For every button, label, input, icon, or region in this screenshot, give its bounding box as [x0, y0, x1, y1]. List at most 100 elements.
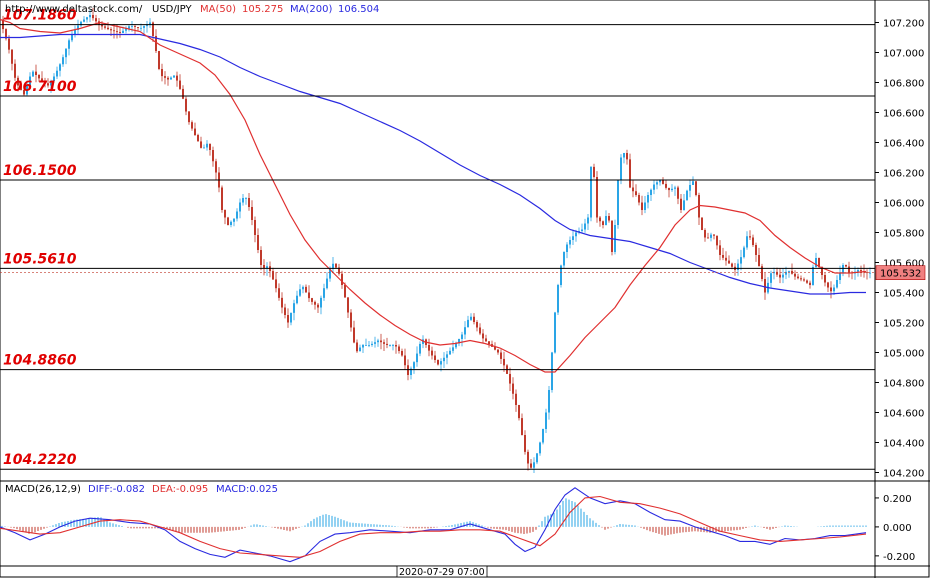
- candle-body: [740, 257, 742, 264]
- candle-body: [266, 266, 268, 269]
- candle-body: [104, 26, 106, 28]
- candle-body: [785, 271, 787, 275]
- candle-body: [161, 69, 163, 77]
- candle-body: [329, 268, 331, 279]
- candle-body: [368, 345, 370, 346]
- candle-body: [542, 429, 544, 443]
- price-tick-label: 105.400: [883, 289, 924, 300]
- candle-body: [545, 412, 547, 429]
- candle-body: [155, 36, 157, 51]
- candle-body: [857, 270, 859, 272]
- candle-body: [818, 258, 820, 267]
- candle-body: [11, 49, 13, 64]
- price-tick-label: 104.400: [883, 439, 924, 450]
- candle-body: [467, 319, 469, 328]
- candle-body: [710, 234, 712, 238]
- candle-body: [341, 273, 343, 285]
- candle-body: [869, 272, 871, 274]
- candle-body: [47, 83, 49, 86]
- candle-body: [758, 255, 760, 267]
- candle-body: [536, 453, 538, 463]
- candle-body: [182, 88, 184, 99]
- candle-body: [635, 191, 637, 195]
- level-label: 105.5610: [3, 251, 77, 267]
- candle-body: [167, 77, 169, 80]
- candle-body: [185, 98, 187, 112]
- candle-body: [713, 234, 715, 236]
- candle-body: [248, 198, 250, 207]
- candle-body: [476, 322, 478, 328]
- candle-body: [392, 345, 394, 346]
- candle-body: [338, 267, 340, 274]
- candle-body: [524, 435, 526, 452]
- candle-body: [443, 357, 445, 362]
- candle-body: [74, 30, 76, 35]
- candle-body: [746, 236, 748, 248]
- source-url[interactable]: http://www.deltastock.com/: [5, 4, 143, 15]
- candle-body: [158, 51, 160, 69]
- candle-body: [287, 315, 289, 323]
- candle-body: [95, 18, 97, 22]
- candle-body: [176, 75, 178, 81]
- candle-body: [179, 80, 181, 89]
- candle-body: [575, 232, 577, 237]
- candle-body: [551, 352, 553, 390]
- candle-body: [113, 30, 115, 32]
- candle-body: [719, 245, 721, 255]
- candle-body: [80, 21, 82, 26]
- candle-body: [815, 258, 817, 267]
- candle-body: [281, 297, 283, 308]
- candle-body: [119, 32, 121, 33]
- price-axis: 107.200 107.000 106.800 106.600 106.400 106.2…: [0, 19, 926, 480]
- candle-body: [215, 161, 217, 173]
- candle-body: [350, 312, 352, 328]
- macd-value-label: MACD:0.025: [216, 484, 278, 495]
- candle-body: [188, 111, 190, 123]
- candle-body: [395, 345, 397, 347]
- candle-body: [323, 288, 325, 298]
- candle-body: [527, 451, 529, 464]
- candle-body: [56, 70, 58, 77]
- candle-body: [326, 278, 328, 289]
- candle-body: [695, 181, 697, 195]
- candle-body: [836, 280, 838, 288]
- candle-body: [302, 286, 304, 290]
- candle-body: [722, 255, 724, 258]
- candle-body: [581, 229, 583, 231]
- candle-body: [866, 272, 868, 274]
- candle-body: [644, 202, 646, 210]
- candle-body: [404, 355, 406, 366]
- candle-body: [242, 198, 244, 203]
- candle-body: [122, 30, 124, 33]
- macd-panel: [0, 487, 867, 563]
- candle-body: [473, 316, 475, 322]
- candle-body: [827, 282, 829, 288]
- candle-body: [335, 263, 337, 268]
- candle-body: [200, 141, 202, 148]
- candle-body: [620, 157, 622, 180]
- candle-body: [554, 312, 556, 353]
- candle-body: [413, 362, 415, 369]
- price-tick-label: 106.200: [883, 169, 924, 180]
- price-tick-label: 106.600: [883, 109, 924, 120]
- candle-body: [14, 63, 16, 78]
- candle-body: [596, 177, 598, 218]
- price-tick-label: 104.800: [883, 379, 924, 390]
- candle-body: [254, 220, 256, 235]
- price-tick-label: 107.000: [883, 49, 924, 60]
- candle-body: [89, 15, 91, 18]
- candle-body: [788, 270, 790, 272]
- candle-body: [440, 361, 442, 365]
- candle-body: [92, 15, 94, 19]
- candle-body: [290, 312, 292, 323]
- ma50-value: 105.275: [242, 4, 283, 15]
- candle-body: [683, 200, 685, 210]
- ma200-value: 106.504: [338, 4, 379, 15]
- price-tick-label: 107.200: [883, 19, 924, 30]
- candle-body: [278, 288, 280, 298]
- candle-body: [134, 26, 136, 27]
- candle-body: [239, 202, 241, 212]
- candle-body: [146, 24, 148, 27]
- candle-body: [434, 355, 436, 360]
- candle-body: [362, 345, 364, 348]
